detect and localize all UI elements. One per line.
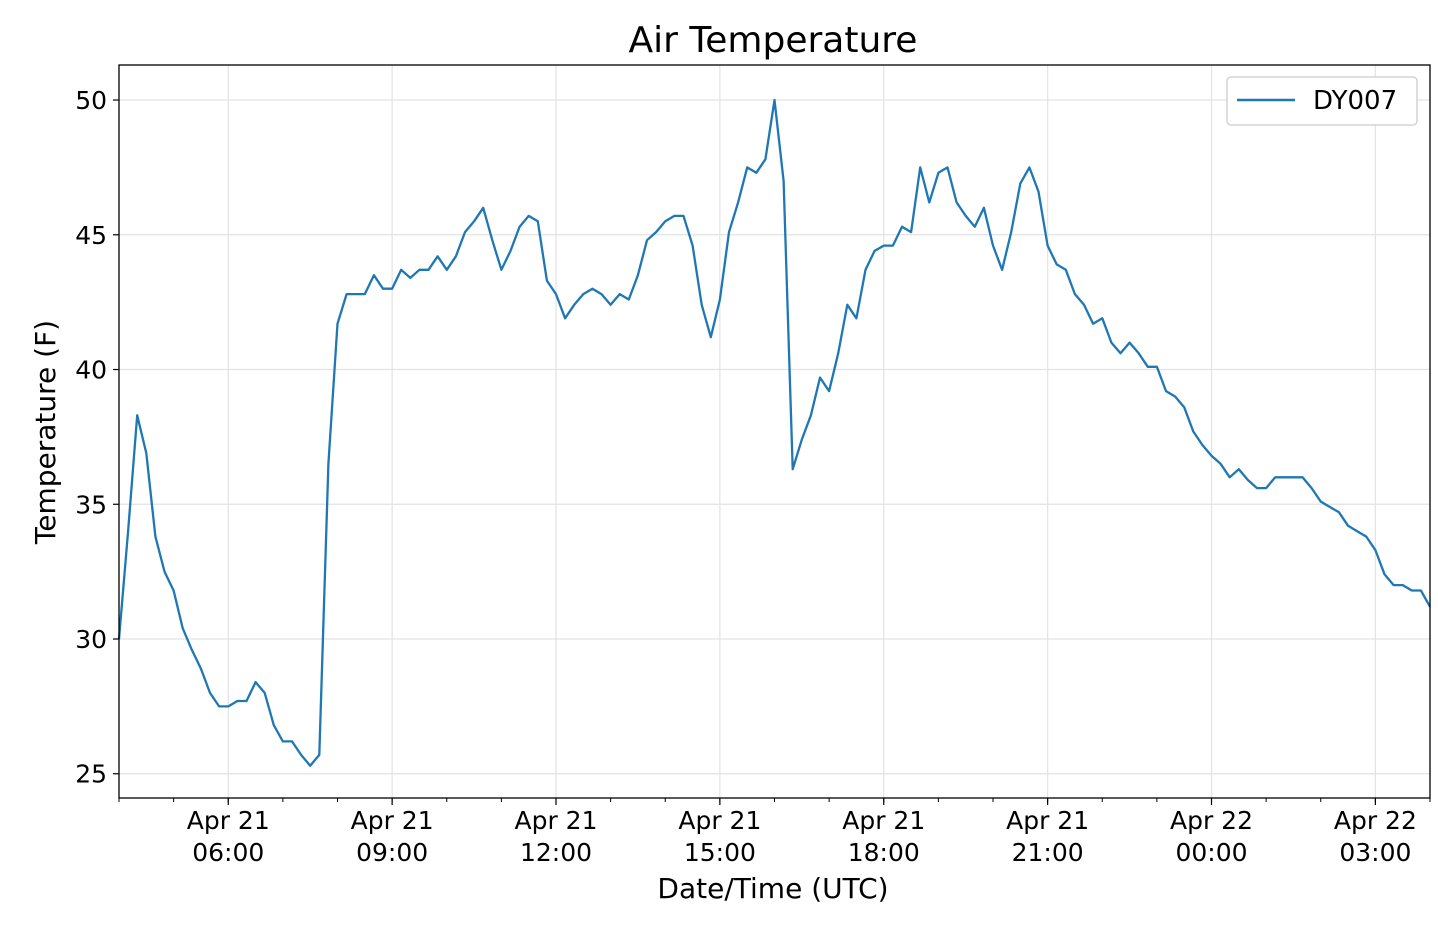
x-tick-label-date: Apr 21	[678, 806, 761, 835]
y-tick-label: 45	[75, 221, 107, 250]
x-tick-label-time: 15:00	[684, 838, 756, 867]
x-axis-label: Date/Time (UTC)	[657, 872, 888, 905]
y-axis-label: Temperature (F)	[29, 320, 62, 545]
x-tick-label-date: Apr 21	[842, 806, 925, 835]
y-axis: 25 30 35 40 45 50	[75, 86, 119, 789]
x-tick-label-time: 03:00	[1339, 838, 1411, 867]
x-tick-label-time: 21:00	[1012, 838, 1084, 867]
x-tick-label-date: Apr 22	[1170, 806, 1253, 835]
x-axis: Apr 21 06:00 Apr 21 09:00 Apr 21 12:00 Apr 21 1…	[118, 798, 1431, 867]
plot-frame	[118, 64, 1431, 799]
x-tick-label-time: 12:00	[520, 838, 592, 867]
x-tick-label-time: 00:00	[1175, 838, 1247, 867]
y-tick-label: 40	[75, 356, 107, 385]
x-tick-label-date: Apr 21	[187, 806, 270, 835]
legend-label: DY007	[1313, 86, 1397, 116]
x-tick-label-time: 06:00	[192, 838, 264, 867]
y-tick-label: 50	[75, 86, 107, 115]
x-tick-label-date: Apr 21	[351, 806, 434, 835]
series-line-dy007	[117, 98, 1432, 767]
x-tick-label-time: 18:00	[848, 838, 920, 867]
grid-lines	[119, 65, 1430, 798]
y-tick-label: 25	[75, 760, 107, 789]
legend-box	[1226, 76, 1418, 126]
y-tick-label: 30	[75, 625, 107, 654]
x-tick-label-date: Apr 21	[514, 806, 597, 835]
legend: DY007	[1226, 76, 1418, 126]
x-tick-label-date: Apr 21	[1006, 806, 1089, 835]
chart-title: Air Temperature	[629, 20, 918, 61]
y-tick-label: 35	[75, 490, 107, 519]
series-layer	[117, 98, 1432, 767]
x-tick-label-time: 09:00	[356, 838, 428, 867]
x-tick-label-date: Apr 22	[1334, 806, 1417, 835]
